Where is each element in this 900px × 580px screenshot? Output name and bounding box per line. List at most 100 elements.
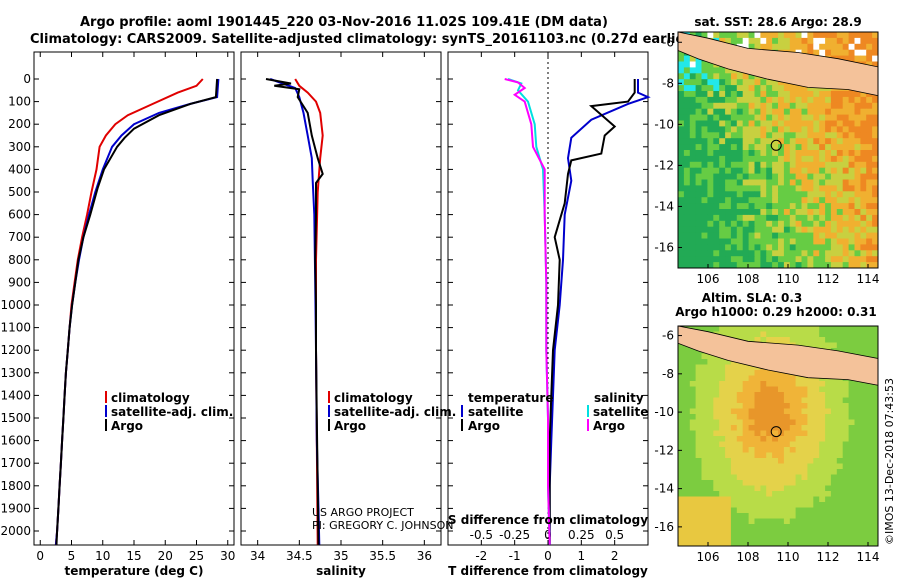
map-cell	[678, 61, 685, 68]
map-cell	[807, 114, 814, 121]
map-cell	[683, 238, 691, 245]
map-cell	[689, 474, 697, 481]
title-line2: Climatology: CARS2009. Satellite-adjuste…	[30, 32, 697, 47]
map-cell	[795, 232, 802, 239]
map-cell	[848, 474, 855, 481]
map-cell	[778, 126, 785, 133]
map-cell	[848, 386, 855, 393]
map-cell	[783, 425, 791, 431]
map-cell	[872, 535, 879, 541]
map-cell	[689, 491, 697, 497]
map-cell	[795, 43, 802, 51]
map-cell	[678, 430, 685, 437]
map-cell	[830, 185, 838, 192]
map-cell	[772, 132, 779, 139]
map-cell	[730, 463, 738, 470]
map-cell	[748, 214, 755, 222]
map-cell	[836, 150, 844, 157]
map-cell	[807, 518, 814, 525]
map-cell	[713, 144, 720, 151]
map-cell	[860, 452, 867, 459]
map-cell	[760, 507, 767, 514]
map-cell	[819, 91, 826, 98]
map-cell	[807, 326, 814, 332]
map-cell	[736, 425, 744, 431]
map-cell	[754, 262, 761, 269]
map-cell	[730, 138, 738, 145]
map-cell	[842, 150, 850, 157]
map-cell	[842, 469, 850, 475]
map-cell	[766, 144, 773, 151]
map-cell	[807, 120, 814, 127]
map-cell	[836, 518, 844, 525]
map-cell	[742, 331, 750, 338]
map-cell	[701, 32, 708, 39]
map-cell	[830, 507, 838, 514]
map-cell	[830, 132, 838, 139]
map-cell	[801, 85, 808, 92]
map-cell	[854, 331, 861, 338]
map-cell	[819, 262, 826, 269]
map-cell	[701, 238, 708, 245]
map-cell	[860, 507, 867, 514]
map-x-tick-label: 108	[737, 550, 760, 564]
map-cell	[766, 32, 773, 39]
map-cell	[819, 43, 826, 51]
map-cell	[872, 96, 879, 104]
map-cell	[748, 337, 755, 343]
legend-satellite: satellite-adj. clim.	[111, 405, 233, 419]
map-cell	[813, 150, 820, 157]
map-cell	[695, 120, 702, 127]
map-cell	[772, 447, 779, 453]
map-cell	[742, 262, 750, 269]
map-cell	[760, 37, 767, 45]
map-cell	[813, 403, 820, 409]
map-cell	[836, 114, 844, 121]
map-cell	[678, 150, 685, 157]
map-cell	[795, 419, 802, 426]
map-cell	[807, 502, 814, 508]
map-cell	[836, 326, 844, 332]
map-cell	[866, 513, 873, 519]
map-cell	[772, 91, 779, 98]
map-cell	[701, 447, 708, 453]
map-cell	[830, 214, 838, 222]
map-cell	[689, 108, 697, 116]
map-cell	[730, 214, 738, 222]
map-cell	[701, 102, 708, 110]
map-cell	[736, 220, 744, 228]
map-cell	[713, 155, 720, 163]
map-cell	[742, 126, 750, 133]
map-cell	[736, 403, 744, 409]
map-cell	[842, 381, 850, 387]
argo-location-marker	[770, 139, 782, 151]
map-cell	[719, 96, 726, 104]
map-cell	[689, 535, 697, 541]
map-cell	[760, 214, 767, 222]
map-cell	[760, 226, 767, 234]
map-cell	[748, 463, 755, 470]
map-cell	[695, 114, 702, 121]
map-cell	[830, 173, 838, 180]
map-cell	[789, 337, 797, 343]
map-cell	[783, 185, 791, 192]
map-cell	[754, 326, 761, 332]
map-cell	[748, 480, 755, 486]
map-cell	[866, 386, 873, 393]
map-cell	[766, 452, 773, 459]
map-cell	[713, 441, 720, 448]
map-cell	[730, 419, 738, 426]
map-cell	[689, 91, 697, 98]
map-cell	[719, 370, 726, 376]
map-cell	[701, 491, 708, 497]
map-cell	[842, 535, 850, 541]
map-cell	[701, 469, 708, 475]
map-cell	[742, 32, 750, 39]
map-cell	[736, 244, 744, 251]
map-cell	[701, 419, 708, 426]
map-cell	[730, 108, 738, 116]
map-cell	[801, 414, 808, 420]
map-cell	[760, 238, 767, 245]
map-cell	[695, 480, 702, 486]
